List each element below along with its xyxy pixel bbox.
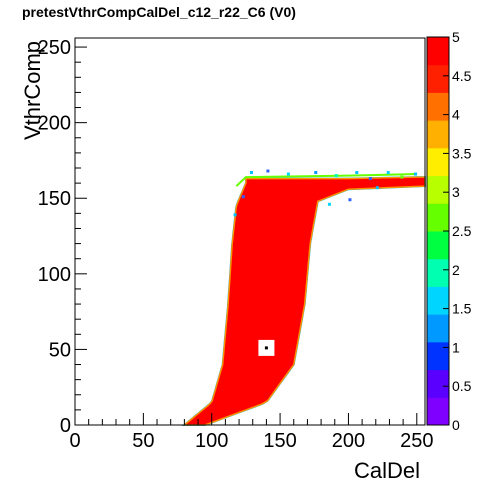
colorbar-segment xyxy=(427,64,449,93)
colorbar-segment xyxy=(427,314,449,343)
heatmap-outlier-cell xyxy=(327,202,331,206)
heatmap-hole-dot xyxy=(264,346,268,350)
colorbar-segment xyxy=(427,231,449,260)
x-axis-label: CalDel xyxy=(354,458,420,483)
colorbar-tick-label: 0 xyxy=(452,417,460,433)
x-tick-label: 200 xyxy=(332,430,365,452)
plot-border xyxy=(74,37,426,426)
heatmap-outlier-cell xyxy=(355,171,359,175)
colorbar-segment xyxy=(427,147,449,177)
heatmap-outlier-cell xyxy=(250,171,253,175)
colorbar-segment xyxy=(427,341,449,371)
colorbar-tick-label: 2 xyxy=(452,262,460,278)
colorbar-segment xyxy=(427,92,449,121)
colorbar-segment xyxy=(427,369,449,398)
y-tick-label: 100 xyxy=(38,264,71,286)
colorbar-segment xyxy=(427,175,449,204)
heatmap-outlier-cell xyxy=(334,174,338,178)
y-tick-label: 250 xyxy=(38,37,71,59)
colorbar-segment xyxy=(427,258,449,287)
colorbar-tick-label: 5 xyxy=(452,29,460,45)
y-tick-label: 0 xyxy=(60,415,71,437)
y-tick-label: 50 xyxy=(49,339,71,361)
y-axis-label: VthrComp xyxy=(20,41,45,140)
y-tick-label: 200 xyxy=(38,113,71,135)
heatmap-outlier-cell xyxy=(348,198,352,202)
colorbar-tick-label: 2.5 xyxy=(452,223,472,239)
colorbar-segment xyxy=(427,203,449,232)
colorbar-tick-label: 0.5 xyxy=(452,378,472,394)
colorbar-tick-label: 4.5 xyxy=(452,68,472,84)
heatmap-outlier-cell xyxy=(314,171,318,175)
colorbar-tick-label: 3 xyxy=(452,184,460,200)
colorbar-segment xyxy=(427,120,449,149)
heatmap-outlier-cell xyxy=(375,186,379,190)
axis-ticks: 0 50 100 150 200 250 0 50 100 150 200 250 xyxy=(38,37,434,452)
heatmap-top-edge xyxy=(235,173,417,187)
heatmap-outlier-cell xyxy=(414,172,418,176)
x-tick-label: 250 xyxy=(400,430,433,452)
chart-title: pretestVthrCompCalDel_c12_r22_C6 (V0) xyxy=(22,4,296,20)
heatmap-outlier-cell xyxy=(386,171,390,175)
heatmap-outlier-cell xyxy=(233,213,237,217)
colorbar: 0 0.5 1 1.5 2 2.5 3 3.5 4 4.5 5 xyxy=(426,29,472,433)
colorbar-segment xyxy=(427,286,449,315)
heatmap-outlier-cell xyxy=(368,177,372,181)
colorbar-tick-label: 3.5 xyxy=(452,145,472,161)
colorbar-segment xyxy=(427,37,449,66)
colorbar-segment xyxy=(427,397,449,426)
heatmap-outlier-cell xyxy=(400,175,404,179)
x-tick-label: 0 xyxy=(69,430,80,452)
x-tick-label: 100 xyxy=(195,430,228,452)
colorbar-tick-label: 1 xyxy=(452,339,460,355)
colorbar-tick-label: 4 xyxy=(452,107,460,123)
x-tick-label: 150 xyxy=(263,430,296,452)
heatmap-outlier-cell xyxy=(266,169,270,173)
colorbar-tick-label: 1.5 xyxy=(452,301,472,317)
heatmap-cells xyxy=(181,169,426,426)
x-tick-label: 50 xyxy=(132,430,154,452)
y-tick-label: 150 xyxy=(38,188,71,210)
heatmap-outlier-cell xyxy=(286,172,290,176)
plot-frame xyxy=(74,37,426,426)
heatmap-outlier-cell xyxy=(241,195,245,199)
heatmap-body xyxy=(182,176,426,426)
